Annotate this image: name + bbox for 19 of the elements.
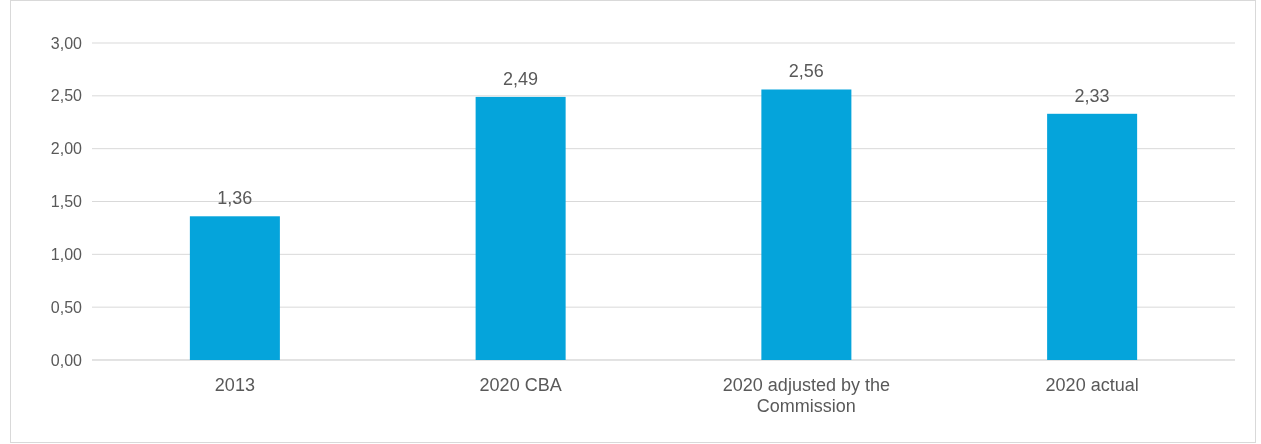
x-tick-label: 2020 CBA bbox=[479, 374, 562, 395]
y-tick-label: 1,00 bbox=[50, 245, 83, 263]
bar bbox=[189, 216, 280, 360]
y-tick-label: 0,00 bbox=[50, 351, 83, 369]
x-tick-label: 2020 actual bbox=[1045, 374, 1139, 395]
y-tick-label: 2,00 bbox=[50, 140, 83, 158]
y-tick-label: 3,00 bbox=[50, 34, 83, 52]
y-tick-label: 0,50 bbox=[50, 298, 83, 316]
x-tick-label: 2020 adjusted by the Commission bbox=[722, 374, 890, 417]
y-tick-label: 2,50 bbox=[50, 87, 83, 105]
bar bbox=[761, 89, 852, 360]
bar bbox=[475, 96, 566, 360]
data-label: 2,56 bbox=[788, 61, 824, 82]
x-tick-label: 2013 bbox=[214, 374, 255, 395]
y-tick-label: 1,50 bbox=[50, 193, 83, 211]
data-label: 2,33 bbox=[1074, 85, 1110, 106]
data-label: 2,49 bbox=[503, 68, 539, 89]
data-label: 1,36 bbox=[217, 188, 253, 209]
bar bbox=[1047, 113, 1138, 360]
